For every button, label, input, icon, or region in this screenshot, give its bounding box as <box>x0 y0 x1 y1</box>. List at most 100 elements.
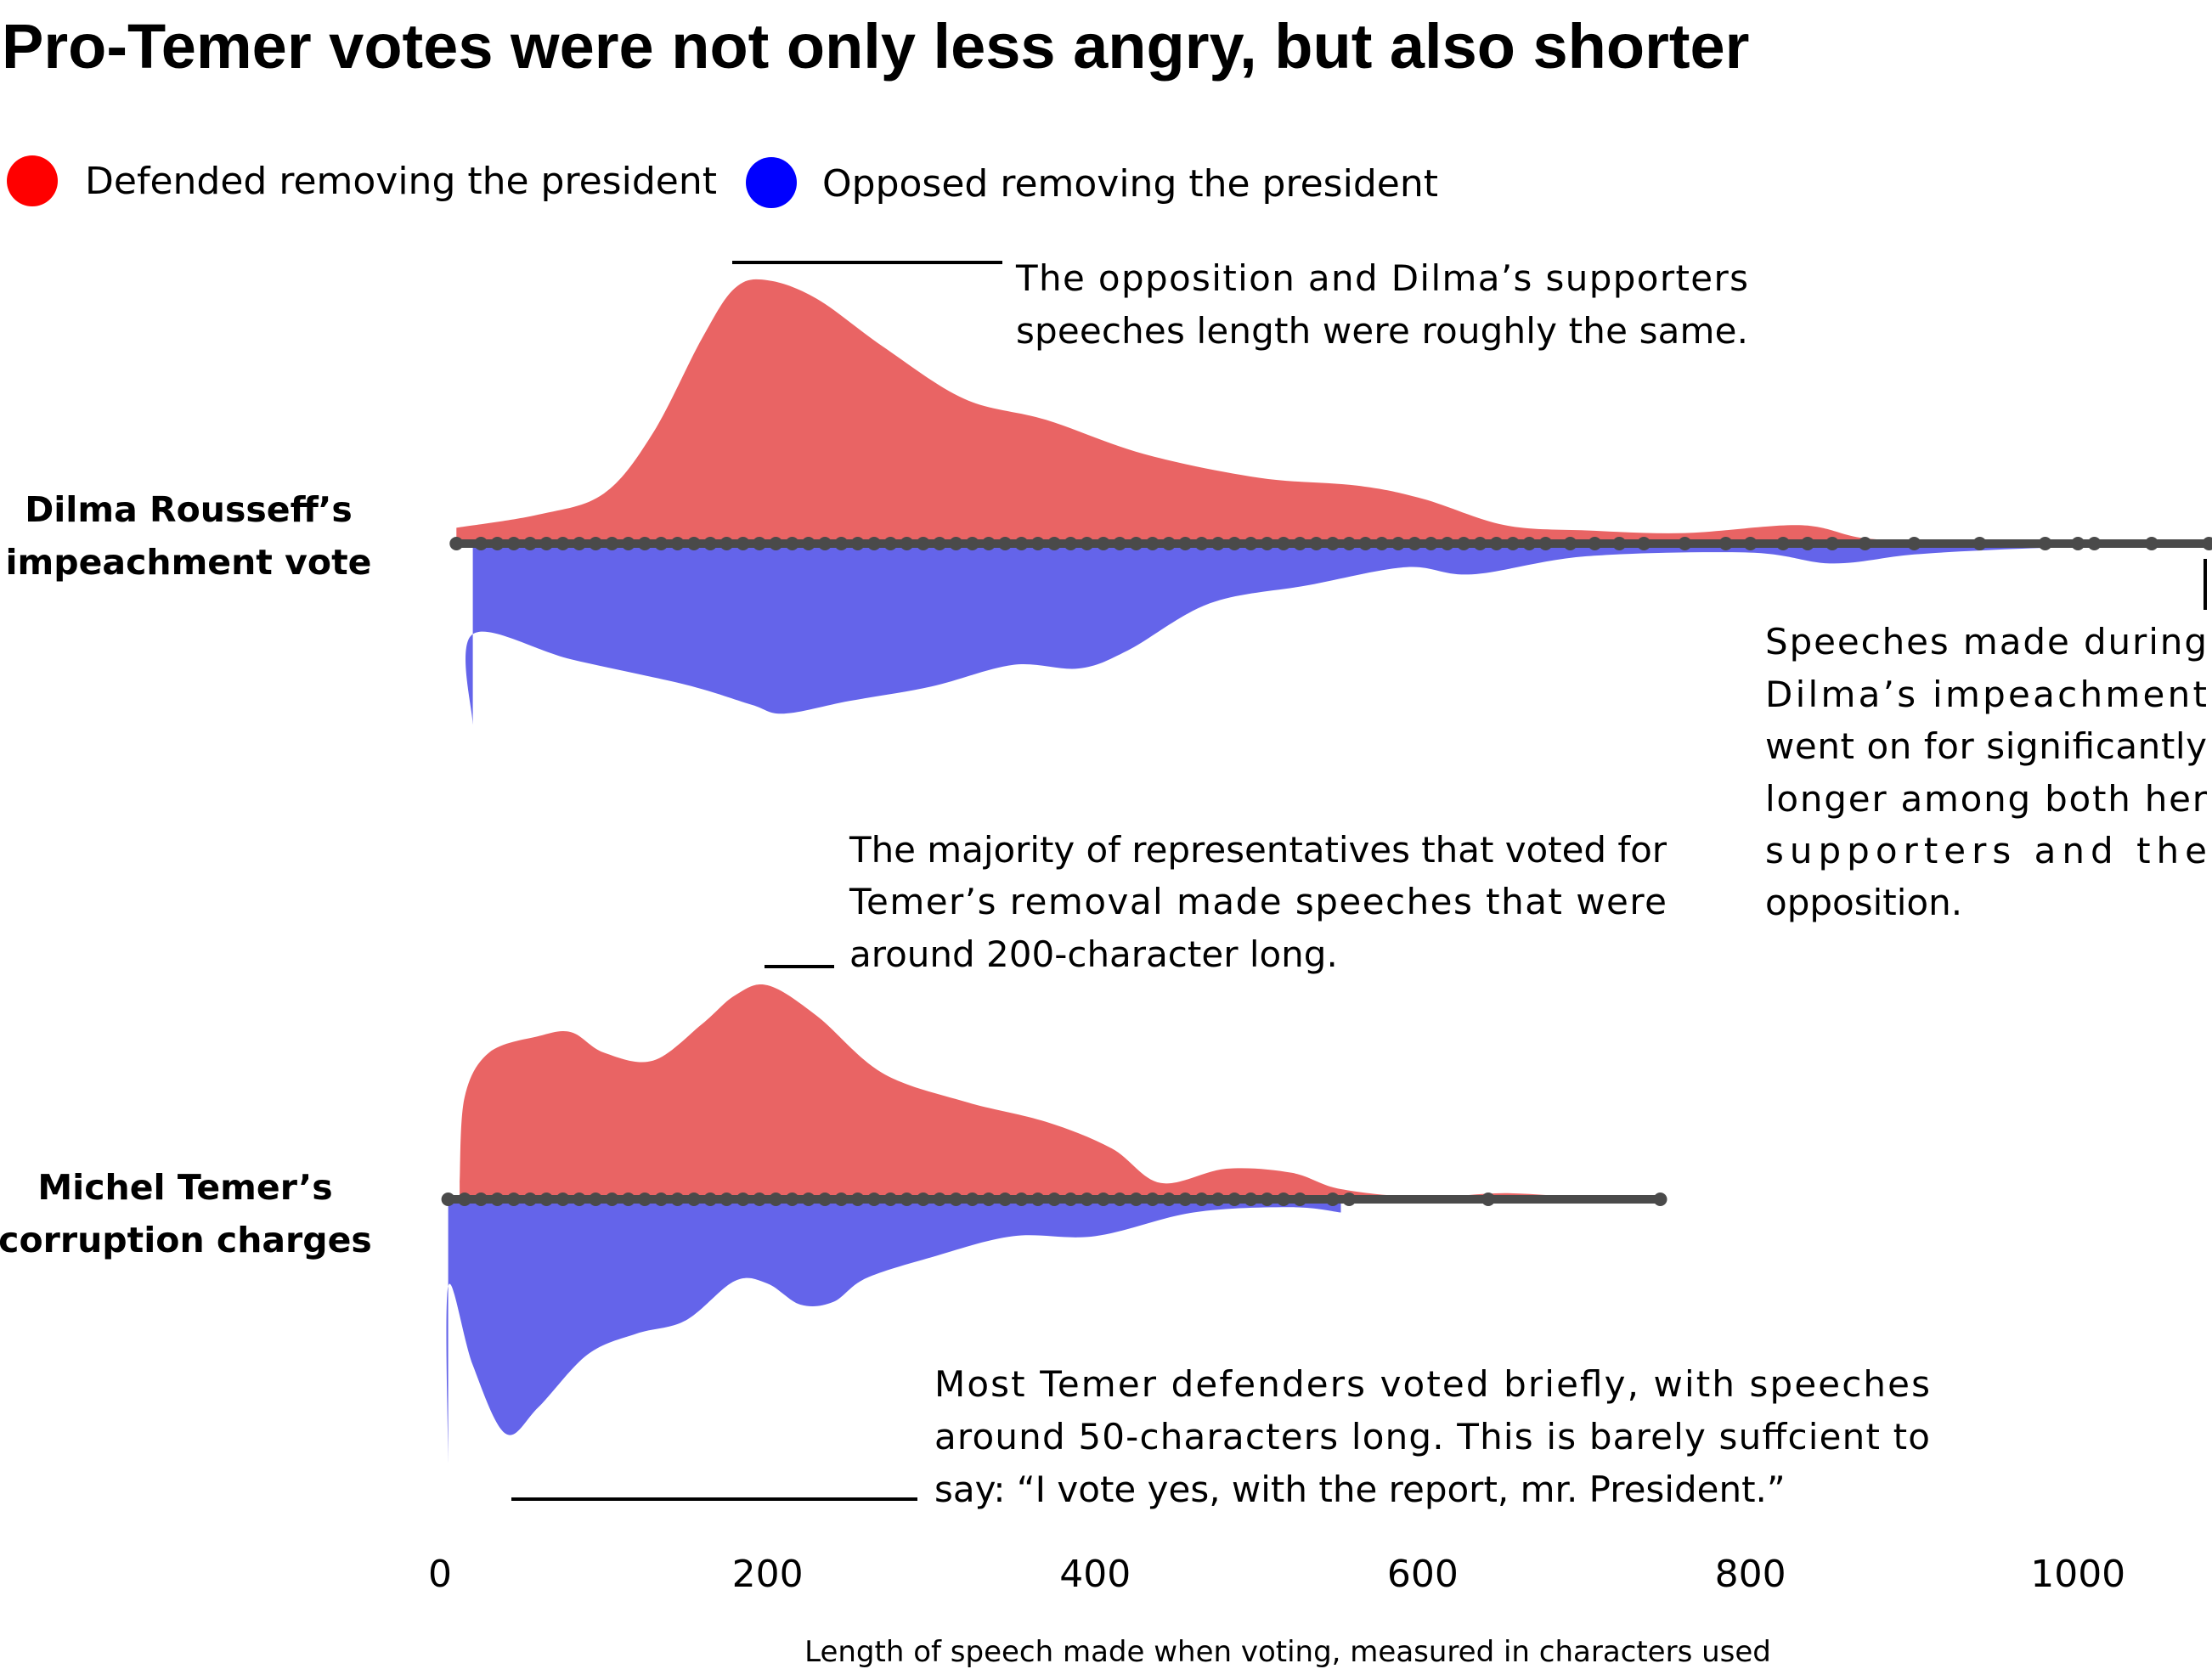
vote-dot-temer-28 <box>900 1193 914 1206</box>
vote-dot-temer-13 <box>654 1193 669 1206</box>
annotation-4-line2: around 50-characters long. This is barel… <box>934 1416 1930 1458</box>
vote-dot-temer-55 <box>1481 1193 1495 1206</box>
vote-dot-dilma-50 <box>1277 537 1290 550</box>
vote-dot-temer-19 <box>753 1193 766 1206</box>
vote-dot-dilma-46 <box>1210 537 1225 550</box>
vote-dot-temer-12 <box>638 1193 652 1206</box>
vote-dot-dilma-66 <box>1538 537 1553 550</box>
vote-dot-dilma-67 <box>1563 537 1577 550</box>
vote-dot-dilma-52 <box>1309 537 1323 550</box>
vote-dot-dilma-64 <box>1506 537 1520 550</box>
vote-dot-dilma-0 <box>449 537 464 550</box>
vote-dot-temer-26 <box>867 1193 881 1206</box>
annotation-3-line3: around 200-character long. <box>849 933 1338 975</box>
vote-dot-dilma-6 <box>556 537 570 550</box>
vote-dot-temer-47 <box>1210 1193 1225 1206</box>
vote-dot-dilma-55 <box>1358 537 1373 550</box>
vote-dot-dilma-42 <box>1145 537 1160 550</box>
vote-dot-temer-43 <box>1145 1193 1160 1206</box>
vote-dot-dilma-23 <box>834 537 849 550</box>
annotation-2-line6: opposition. <box>1765 882 1962 923</box>
x-tick-label-600: 600 <box>1387 1553 1459 1596</box>
vote-dot-dilma-14 <box>686 537 701 550</box>
x-axis: 0 200 400 600 800 1000 <box>428 1553 2125 1596</box>
vote-dot-temer-45 <box>1178 1193 1193 1206</box>
vote-dot-temer-30 <box>933 1193 947 1206</box>
x-axis-label: Length of speech made when voting, measu… <box>804 1635 1771 1669</box>
vote-dot-temer-34 <box>998 1193 1013 1206</box>
vote-dot-dilma-75 <box>1801 537 1814 550</box>
vote-dot-dilma-19 <box>769 537 783 550</box>
vote-dot-dilma-70 <box>1637 537 1651 550</box>
vote-dot-temer-56 <box>1653 1193 1667 1206</box>
vote-dot-dilma-77 <box>1858 537 1872 550</box>
vote-dot-dilma-65 <box>1522 537 1537 550</box>
vote-dot-temer-52 <box>1293 1193 1307 1206</box>
vote-dot-temer-22 <box>801 1193 815 1206</box>
annotation-4-line1: Most Temer defenders voted briefly, with… <box>934 1363 1930 1405</box>
vote-dot-temer-15 <box>686 1193 701 1206</box>
vote-dot-temer-11 <box>621 1193 635 1206</box>
vote-dot-dilma-49 <box>1260 537 1274 550</box>
row-label-temer-line2: corruption charges <box>0 1220 372 1260</box>
row-label-dilma-line1: Dilma Rousseff’s <box>25 489 353 530</box>
row-label-temer-line1: Michel Temer’s <box>37 1167 332 1208</box>
vote-dot-dilma-61 <box>1457 537 1471 550</box>
vote-dot-temer-42 <box>1129 1193 1143 1206</box>
vote-dot-temer-37 <box>1047 1193 1062 1206</box>
vote-dot-temer-5 <box>523 1193 538 1206</box>
vote-dot-dilma-39 <box>1096 537 1110 550</box>
vote-dot-temer-20 <box>769 1193 783 1206</box>
vote-dot-temer-0 <box>441 1193 455 1206</box>
vote-dot-dilma-84 <box>2202 537 2212 550</box>
legend-marker-defended <box>7 155 58 206</box>
annotation-2-line4: longer among both her <box>1765 778 2208 820</box>
vote-dot-temer-38 <box>1064 1193 1078 1206</box>
vote-dot-dilma-81 <box>2071 537 2085 550</box>
vote-dot-dilma-20 <box>785 537 799 550</box>
vote-dot-temer-16 <box>703 1193 718 1206</box>
annotation-leaders <box>511 261 2207 1501</box>
legend-label-opposed: Opposed removing the president <box>822 162 1438 206</box>
legend-label-defended: Defended removing the president <box>85 160 717 203</box>
vote-dot-temer-44 <box>1162 1193 1176 1206</box>
vote-dot-dilma-34 <box>1014 537 1029 550</box>
vote-dot-dilma-41 <box>1129 537 1143 550</box>
vote-dot-dilma-78 <box>1907 537 1921 550</box>
vote-dot-dilma-62 <box>1473 537 1487 550</box>
vote-dot-dilma-69 <box>1612 537 1627 550</box>
vote-dot-dilma-82 <box>2087 537 2102 550</box>
annotation-1-line2: speeches length were roughly the same. <box>1016 310 1748 352</box>
vote-dot-dilma-13 <box>670 537 685 550</box>
vote-dot-temer-39 <box>1080 1193 1094 1206</box>
vote-dot-dilma-83 <box>2145 537 2158 550</box>
vote-dot-temer-21 <box>785 1193 799 1206</box>
vote-dot-dilma-30 <box>949 537 963 550</box>
vote-dot-temer-53 <box>1325 1193 1340 1206</box>
x-tick-label-800: 800 <box>1715 1553 1786 1596</box>
vote-dot-temer-1 <box>457 1193 471 1206</box>
violin-group-dilma <box>449 279 2212 725</box>
vote-dot-temer-50 <box>1260 1193 1274 1206</box>
vote-dot-dilma-21 <box>801 537 815 550</box>
vote-dot-dilma-37 <box>1064 537 1078 550</box>
vote-dot-dilma-29 <box>933 537 947 550</box>
vote-dot-dilma-24 <box>850 537 865 550</box>
vote-dot-dilma-10 <box>621 537 635 550</box>
x-tick-label-0: 0 <box>428 1553 452 1596</box>
annotation-2-line2: Dilma’s impeachment <box>1765 674 2207 715</box>
vote-dot-dilma-7 <box>572 537 586 550</box>
vote-dot-dilma-25 <box>867 537 881 550</box>
vote-dot-dilma-68 <box>1588 537 1602 550</box>
annotation-1-line1: The opposition and Dilma’s supporters <box>1015 257 1748 299</box>
violins <box>441 279 2212 1463</box>
vote-dot-dilma-4 <box>523 537 538 550</box>
vote-dot-dilma-3 <box>506 537 521 550</box>
vote-dot-dilma-76 <box>1825 537 1839 550</box>
vote-dot-dilma-57 <box>1391 537 1405 550</box>
annotation-4-line3: say: “I vote yes, with the report, mr. P… <box>934 1469 1786 1510</box>
vote-dot-dilma-45 <box>1194 537 1209 550</box>
vote-dot-temer-3 <box>490 1193 505 1206</box>
vote-dot-temer-32 <box>965 1193 979 1206</box>
vote-dot-dilma-32 <box>981 537 996 550</box>
